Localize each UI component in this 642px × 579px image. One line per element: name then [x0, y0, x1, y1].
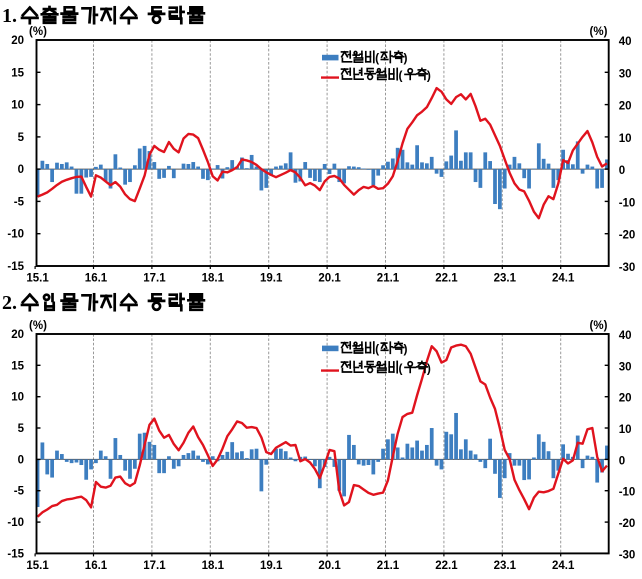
svg-text:-10: -10 [7, 517, 24, 529]
svg-text:10: 10 [11, 392, 24, 404]
svg-text:17.1: 17.1 [143, 273, 166, 285]
svg-text:30: 30 [619, 361, 632, 373]
svg-text:0: 0 [18, 164, 24, 176]
svg-text:): ) [427, 361, 431, 375]
svg-text:20: 20 [619, 101, 632, 113]
svg-text:40: 40 [619, 36, 632, 48]
svg-text:-10: -10 [619, 197, 636, 209]
svg-text:5: 5 [18, 132, 25, 144]
svg-text:(: ( [399, 361, 403, 375]
svg-text:20: 20 [619, 393, 632, 405]
svg-text:18.1: 18.1 [202, 560, 225, 572]
svg-text:5: 5 [18, 423, 25, 435]
svg-text:15.1: 15.1 [26, 273, 49, 285]
svg-text:20: 20 [11, 35, 24, 47]
svg-text:(%): (%) [29, 320, 47, 332]
svg-text:20.1: 20.1 [318, 273, 341, 285]
svg-text:): ) [404, 51, 408, 65]
svg-text:15: 15 [11, 360, 24, 372]
svg-text:22.1: 22.1 [435, 560, 458, 572]
svg-text:22.1: 22.1 [435, 273, 458, 285]
svg-text:20: 20 [11, 329, 24, 341]
svg-text:18.1: 18.1 [202, 273, 225, 285]
svg-text:-15: -15 [7, 548, 24, 560]
svg-text:-15: -15 [7, 261, 24, 273]
svg-text:16.1: 16.1 [85, 560, 108, 572]
svg-text:15: 15 [11, 67, 24, 79]
svg-text:24.1: 24.1 [552, 273, 575, 285]
svg-text:2.: 2. [2, 292, 17, 314]
svg-text:-10: -10 [7, 229, 24, 241]
svg-text:10: 10 [11, 100, 24, 112]
svg-text:30: 30 [619, 68, 632, 80]
svg-text:(: ( [375, 51, 379, 65]
svg-text:(%): (%) [29, 26, 47, 38]
svg-text:(: ( [399, 68, 403, 82]
svg-text:-5: -5 [14, 196, 25, 208]
svg-text:23.1: 23.1 [494, 560, 517, 572]
svg-text:1.: 1. [2, 5, 17, 27]
svg-text:10: 10 [619, 133, 632, 145]
svg-text:20.1: 20.1 [318, 560, 341, 572]
svg-text:): ) [427, 68, 431, 82]
svg-text:23.1: 23.1 [494, 273, 517, 285]
svg-text:-5: -5 [14, 486, 25, 498]
svg-text:): ) [404, 342, 408, 356]
svg-text:16.1: 16.1 [85, 273, 108, 285]
svg-text:0: 0 [619, 455, 625, 467]
svg-text:19.1: 19.1 [260, 273, 283, 285]
svg-text:19.1: 19.1 [260, 560, 283, 572]
svg-text:(: ( [375, 342, 379, 356]
svg-text:0: 0 [619, 165, 625, 177]
svg-text:(%): (%) [590, 26, 608, 38]
svg-text:21.1: 21.1 [377, 560, 400, 572]
svg-text:21.1: 21.1 [377, 273, 400, 285]
svg-text:(%): (%) [590, 320, 608, 332]
svg-text:-20: -20 [619, 230, 636, 242]
svg-text:0: 0 [18, 454, 24, 466]
svg-text:-20: -20 [619, 518, 636, 530]
svg-text:17.1: 17.1 [143, 560, 166, 572]
svg-text:-30: -30 [619, 262, 636, 274]
svg-text:24.1: 24.1 [552, 560, 575, 572]
svg-text:10: 10 [619, 424, 632, 436]
svg-text:-30: -30 [619, 549, 636, 561]
svg-text:40: 40 [619, 330, 632, 342]
svg-text:15.1: 15.1 [26, 560, 49, 572]
svg-text:-10: -10 [619, 487, 636, 499]
